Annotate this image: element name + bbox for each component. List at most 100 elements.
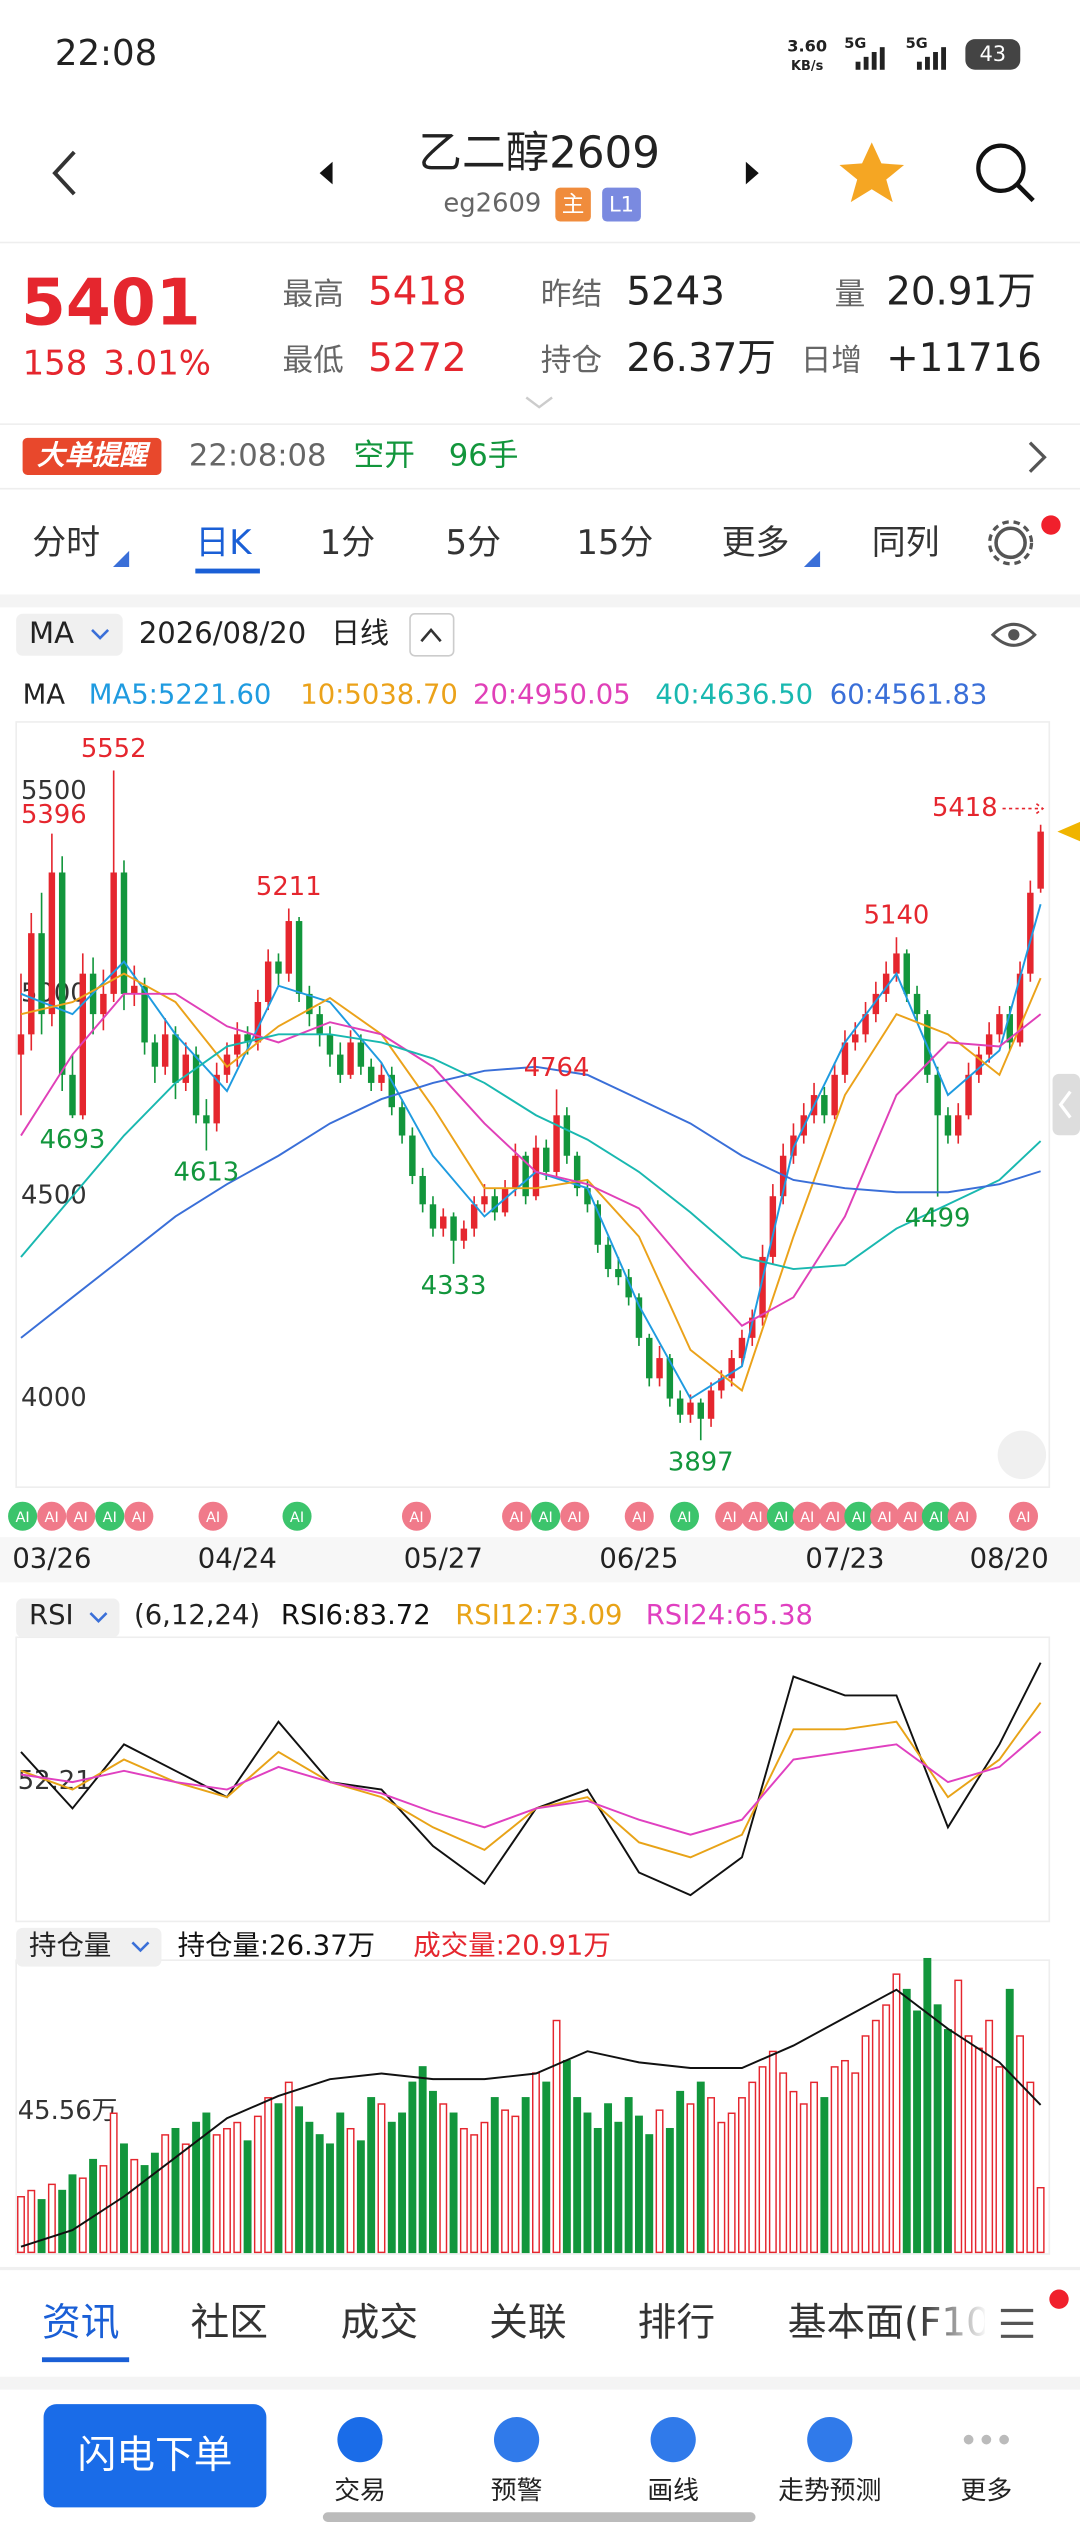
ai-badge[interactable] [502,1501,532,1531]
volume-bar [253,2115,262,2254]
side-handle[interactable] [1052,1073,1080,1136]
content-tab[interactable]: 成交 [341,2301,418,2346]
candle-body [862,1014,869,1035]
ai-badge[interactable] [198,1501,228,1531]
settings-button[interactable] [987,520,1034,566]
prev-contract[interactable] [319,161,333,185]
ai-badge[interactable] [740,1501,771,1531]
ai-badge[interactable] [792,1501,822,1531]
volume-bar [593,2127,602,2254]
ai-badge[interactable] [669,1501,700,1531]
ai-badge-text: AI [826,1510,840,1526]
expand[interactable] [525,396,553,409]
ai-badge[interactable] [282,1501,312,1531]
menu-button[interactable] [1000,2308,1034,2338]
low: 5272 [368,336,467,381]
ai-badge-text: AI [800,1510,814,1526]
ai-badge[interactable] [8,1501,38,1531]
dropdown-mark [803,550,821,567]
period-tab[interactable]: 5分 [446,523,501,562]
candle-body [203,1115,210,1124]
ai-badge[interactable] [870,1501,900,1531]
candle-body [728,1358,735,1379]
period-tab[interactable]: 1分 [320,523,375,562]
ai-badge[interactable] [401,1501,432,1531]
candle-body [110,872,117,994]
collapse-button[interactable] [409,612,455,657]
ai-badge-text: AI [568,1510,582,1526]
order-button[interactable] [43,2404,267,2508]
high-label: 5140 [864,901,930,931]
volume-bar [439,2103,448,2254]
nav-item[interactable]: 更多 [961,2434,1013,2506]
alert-more[interactable] [1028,441,1047,473]
search-button[interactable] [976,143,1035,203]
volume-bar [707,2097,716,2254]
nav-item[interactable]: 走势预测 [778,2417,881,2506]
candle-body [707,1390,715,1419]
indicator-title: RSI [29,1600,74,1631]
low-label: 4693 [40,1125,106,1155]
volume-bar [645,2134,654,2254]
ai-badge[interactable] [1008,1501,1039,1531]
content-tab[interactable]: 资讯 [42,2301,119,2346]
label: 昨结 [541,277,602,312]
nav-item[interactable]: 交易 [334,2417,386,2506]
period-tab[interactable]: 分时 [32,523,100,562]
fullscreen-button[interactable] [997,1430,1047,1480]
candle-body [48,872,56,1015]
candle-body [563,1115,571,1156]
label: 持仓 [541,343,602,378]
volume-bar [470,2134,479,2254]
high-label: 4764 [524,1053,590,1083]
ai-badge[interactable] [531,1501,561,1531]
ai-badge[interactable] [947,1501,977,1531]
ai-badge[interactable] [95,1501,125,1531]
ai-badge[interactable] [560,1501,590,1531]
ai-badge[interactable] [624,1501,654,1531]
ai-badge-text: AI [509,1510,523,1526]
candle-body [965,1074,972,1116]
legend-item: MA5:5221.60 [89,680,272,711]
volume-bar [202,2112,211,2254]
content-tab[interactable]: 社区 [190,2301,267,2346]
period-tab[interactable]: 15分 [576,523,653,562]
ai-badge[interactable] [844,1501,874,1531]
ai-badge-text: AI [632,1510,646,1526]
nav-icon [650,2417,696,2463]
candle-body [151,1042,159,1067]
volume-bar [501,2109,510,2254]
candle-body [192,1054,200,1116]
candle-body [254,1001,262,1043]
indicator-select[interactable] [16,613,123,656]
period-tab[interactable]: 同列 [872,523,940,562]
volume-bar [150,2152,159,2254]
volume-bar [861,2035,870,2254]
volume-bar [490,2097,499,2254]
ai-badge[interactable] [921,1501,951,1531]
period-tab[interactable]: 更多 [722,523,790,562]
content-tab[interactable]: 关联 [489,2301,566,2346]
candle-body [440,1216,447,1229]
order-label: 闪电下单 [78,2433,233,2478]
nav-item[interactable]: 画线 [647,2417,699,2506]
candle-body [316,1014,323,1035]
ai-badge[interactable] [66,1501,96,1531]
ai-badge[interactable] [715,1501,745,1531]
ai-badge[interactable] [766,1501,796,1531]
period-tab[interactable]: 日K [195,523,252,562]
content-tab[interactable]: 排行 [638,2301,715,2346]
favorite-star[interactable] [839,142,905,203]
nav-item[interactable]: 预警 [491,2417,543,2506]
volume-bar [738,2097,746,2254]
ai-badge[interactable] [37,1501,67,1531]
indicator-select[interactable] [16,1598,120,1638]
ai-badge[interactable] [895,1501,926,1531]
back-button[interactable] [52,150,76,196]
x-tick-label: 05/27 [404,1543,483,1574]
ai-badge[interactable] [818,1501,848,1531]
eye-button[interactable] [990,622,1037,647]
indicator-select[interactable] [16,1927,162,1967]
next-contract[interactable] [745,161,759,185]
ai-badge[interactable] [124,1501,154,1531]
